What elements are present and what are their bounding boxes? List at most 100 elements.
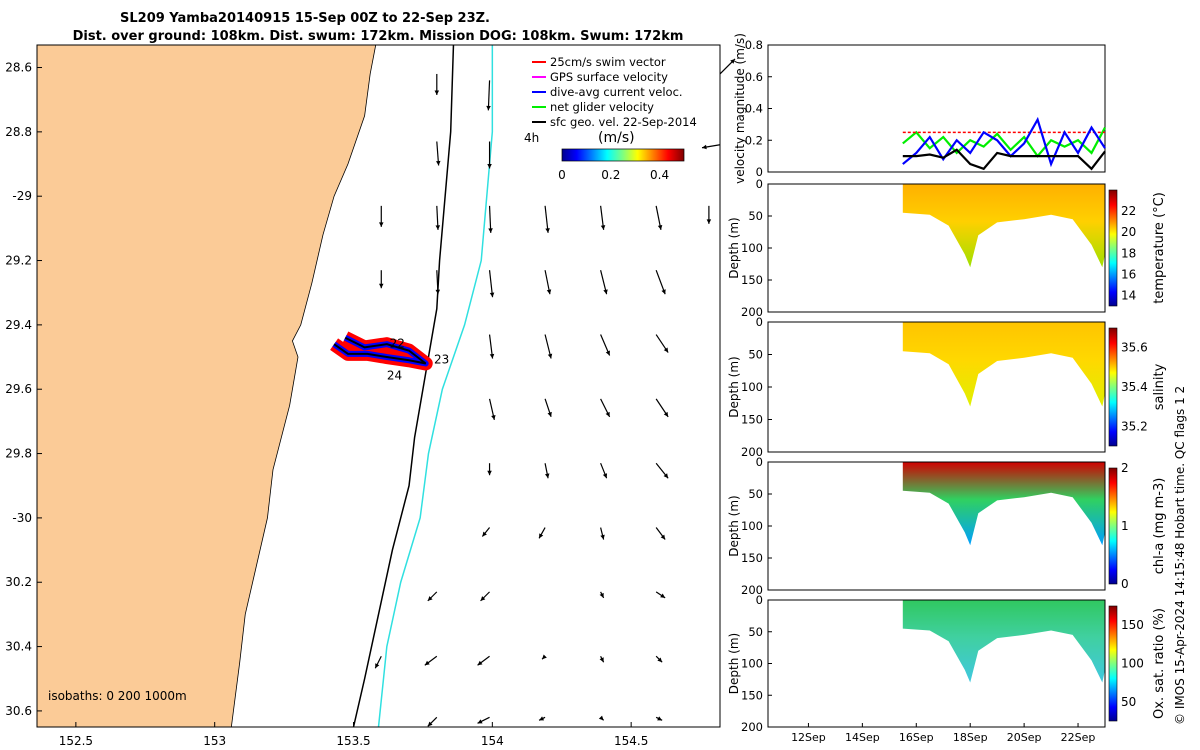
depth-tick-label: 150 [741,551,763,565]
geo-velocity-vector [487,463,492,476]
map-y-tick-label: 29.4 [5,318,32,332]
depth-tick-label: 0 [756,455,763,469]
geo-velocity-vector [481,527,491,537]
geo-velocity-vector [599,591,605,599]
depth-tick-label: 50 [748,625,763,639]
geo-velocity-vector [379,270,384,289]
depth-tick-label: 0 [756,315,763,329]
geo-velocity-vector [655,655,663,663]
geo-velocity-vector [435,270,441,295]
map-x-tick-label: 154.5 [614,734,648,748]
land-mass [36,44,377,728]
map-panel: 22 23 24 152.5 153 153.5 154 154.5 28.6 28.8 -29… [5,44,736,748]
map-y-tick-label: 29.2 [5,254,32,268]
glider-track-line [333,336,427,365]
geo-velocity-vector [488,398,496,421]
section-data-fill [902,184,1105,268]
velocity-axes [767,44,1106,173]
colorbar-tick-label: 35.2 [1121,419,1148,433]
depth-tick-label: 200 [741,305,763,319]
geo-velocity-vector [544,205,550,233]
section-panel-chl: 0 50 100 150 200 Depth (m) 0 1 2 chl-a (mg m-3) [727,455,1167,597]
map-y-tick-label: 30.4 [5,640,32,654]
geo-velocity-vector [477,655,490,666]
time-x-tick-label: 22Sep [1061,731,1096,744]
geo-velocity-vector [600,205,606,230]
colorbar-tick-label: 22 [1121,204,1136,218]
depth-tick-label: 0 [756,593,763,607]
colorbar-tick-label: 0 [1121,577,1129,591]
depth-tick-label: 150 [741,273,763,287]
depth-tick-label: 50 [748,348,763,362]
geo-velocity-vector [544,270,552,295]
map-x-tick-label: 152.5 [59,734,93,748]
colorbar-tick-label: 2 [1121,461,1129,475]
velocity-y-tick-label: 0.2 [745,133,763,147]
colorbar-tick-label: 50 [1121,695,1136,709]
geo-velocity-vector [435,205,441,230]
geo-velocity-vector [655,398,669,418]
depth-tick-label: 200 [741,445,763,459]
velocity-y-tick-label: 0.4 [745,102,763,116]
geo-velocity-vector [600,527,605,540]
map-y-tick-label: 28.8 [5,125,32,139]
time-x-tick-label: 14Sep [845,731,880,744]
colorbar-label: chl-a (mg m-3) [1152,478,1167,575]
geo-velocity-vector [599,655,605,663]
geo-velocity-vector [488,270,495,298]
section-colorbar [1108,327,1118,447]
track-day-label: 22 [390,336,405,350]
geo-velocity-vector [541,654,547,660]
section-panel-temperature: 0 50 100 150 200 Depth (m) 14 16 18 20 22 temperatu… [727,177,1167,319]
geo-velocity-vector [487,141,492,169]
geo-velocity-vector [436,141,441,166]
geo-velocity-vector [600,462,608,479]
geo-velocity-vector [486,80,491,111]
depth-tick-label: 50 [748,487,763,501]
time-x-tick-label: 16Sep [899,731,934,744]
geo-velocity-vector [538,716,546,721]
colorbar-tick-label: 35.6 [1121,341,1148,355]
colorbar-tick-label: 16 [1121,267,1136,281]
map-colorbar [561,148,685,162]
legend-label: net glider velocity [550,100,654,114]
map-x-tick-label: 153.5 [336,734,370,748]
colorbar-label: Ox. sat. ratio (%) [1152,608,1167,719]
geo-velocity-vector [655,462,669,479]
depth-tick-label: 200 [741,583,763,597]
colorbar-tick-label: 18 [1121,246,1136,260]
section-colorbar [1108,605,1118,722]
geo-velocity-vector [655,716,663,721]
velocity-y-axis-label: velocity magnitude (m/s) [733,33,747,184]
geo-velocity-vector [701,144,721,150]
geo-velocity-vector [477,716,490,724]
section-data-fill [902,322,1105,407]
colorbar-label: salinity [1152,363,1167,410]
depth-tick-label: 150 [741,688,763,702]
colorbar-tick-label: 0.4 [650,168,669,182]
velocity-series-line [902,116,1106,168]
colorbar-tick-label: 20 [1121,225,1136,239]
geo-velocity-vector [424,655,438,666]
geo-velocity-vector [655,269,666,295]
time-x-tick-label: 20Sep [1007,731,1042,744]
colorbar-tick-label: 35.4 [1121,380,1148,394]
legend-label: GPS surface velocity [550,70,668,84]
map-y-tick-label: 28.6 [5,61,32,75]
depth-tick-label: 200 [741,720,763,734]
colorbar-tick-label: 100 [1121,657,1144,671]
depth-axis-label: Depth (m) [727,217,741,278]
depth-tick-label: 100 [741,657,763,671]
isobath-200m [352,44,455,728]
legend-label: 25cm/s swim vector [550,55,666,69]
depth-tick-label: 100 [741,519,763,533]
depth-tick-label: 100 [741,380,763,394]
track-day-label: 23 [434,352,449,366]
colorbar-label: temperature (°C) [1152,192,1167,304]
geo-velocity-vector [544,463,550,479]
geo-velocity-vector [427,591,438,602]
velocity-series-line [902,148,1106,171]
